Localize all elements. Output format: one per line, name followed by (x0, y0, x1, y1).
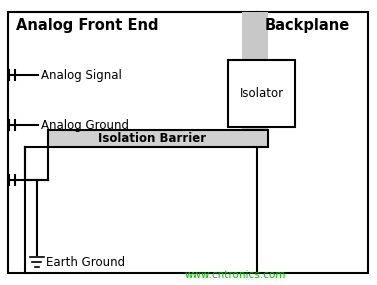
Bar (48, 130, 268, 147)
Text: Isolation Barrier: Isolation Barrier (98, 132, 207, 145)
Text: Analog Signal: Analog Signal (41, 68, 122, 82)
Bar (242, 12, 268, 130)
Text: Earth Ground: Earth Ground (46, 256, 126, 270)
Text: Isolator: Isolator (239, 87, 284, 100)
Bar (228, 60, 295, 127)
Text: Backplane: Backplane (265, 18, 350, 33)
Text: Analog Ground: Analog Ground (41, 119, 129, 131)
Text: Analog Front End: Analog Front End (16, 18, 158, 33)
Text: www.cntronics.com: www.cntronics.com (185, 270, 287, 280)
